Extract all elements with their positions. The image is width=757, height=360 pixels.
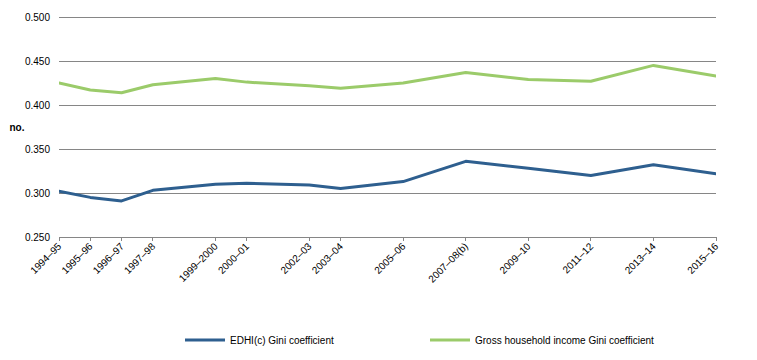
x-tick-label: 1997–98 xyxy=(122,240,158,276)
x-tick xyxy=(309,237,310,241)
legend-swatch xyxy=(430,339,470,342)
grid-line xyxy=(59,193,716,194)
y-tick-label: 0.250 xyxy=(25,232,50,243)
grid-line xyxy=(59,17,716,18)
x-tick-label: 2013–14 xyxy=(623,240,659,276)
grid-line xyxy=(59,237,716,238)
x-tick-label: 2007–08(b) xyxy=(426,241,470,285)
legend-swatch xyxy=(185,339,225,342)
x-tick-label: 2009–10 xyxy=(497,240,533,276)
series-line xyxy=(59,65,716,92)
x-tick-label: 2002–03 xyxy=(278,240,314,276)
legend-label: Gross household income Gini coefficient xyxy=(475,335,654,346)
y-tick-label: 0.400 xyxy=(25,100,50,111)
grid-line xyxy=(59,105,716,106)
x-tick-label: 1994–95 xyxy=(28,240,64,276)
x-tick xyxy=(465,237,466,241)
y-tick-label: 0.300 xyxy=(25,188,50,199)
x-tick-label: 1999–2000 xyxy=(177,240,220,283)
x-tick xyxy=(152,237,153,241)
series-line xyxy=(59,161,716,201)
x-tick xyxy=(59,237,60,241)
x-tick-label: 2000–01 xyxy=(216,240,252,276)
x-tick xyxy=(215,237,216,241)
y-axis-label: no. xyxy=(10,122,25,133)
x-tick xyxy=(340,237,341,241)
x-tick xyxy=(121,237,122,241)
x-tick-label: 1996–97 xyxy=(91,240,127,276)
grid-line xyxy=(59,61,716,62)
x-tick-label: 2011–12 xyxy=(560,240,595,275)
x-tick-label: 1995–96 xyxy=(59,240,95,276)
x-tick xyxy=(528,237,529,241)
x-tick xyxy=(90,237,91,241)
x-tick xyxy=(403,237,404,241)
y-tick-label: 0.500 xyxy=(25,12,50,23)
x-tick xyxy=(246,237,247,241)
y-tick-label: 0.350 xyxy=(25,144,50,155)
chart: 0.250 0.300 0.350 0.400 0.450 0.500 no. 1994–95… xyxy=(0,0,757,360)
x-tick xyxy=(653,237,654,241)
x-tick xyxy=(590,237,591,241)
grid-line xyxy=(59,149,716,150)
x-tick-label: 2015–16 xyxy=(685,240,721,276)
legend-label: EDHI(c) Gini coefficient xyxy=(230,335,334,346)
plot-area xyxy=(59,65,716,201)
x-tick-label: 2005–06 xyxy=(372,240,408,276)
y-tick-label: 0.450 xyxy=(25,56,50,67)
x-tick-label: 2003–04 xyxy=(310,240,346,276)
x-tick xyxy=(716,237,717,241)
